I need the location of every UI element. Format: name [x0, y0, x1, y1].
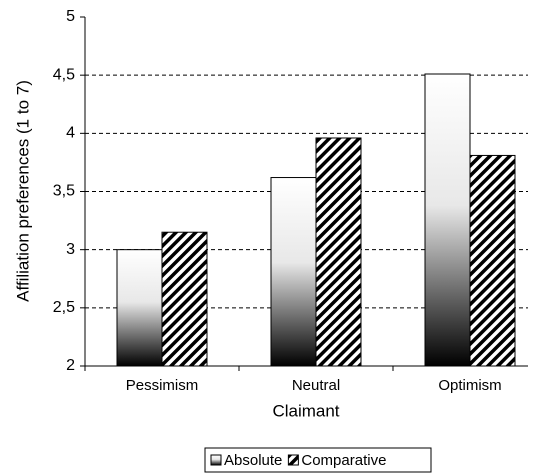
x-tick-label: Pessimism: [126, 377, 199, 394]
y-tick-label: 2,5: [53, 299, 75, 316]
y-tick-label: 4,5: [53, 66, 75, 83]
x-tick-label: Neutral: [292, 377, 340, 394]
legend-label: Comparative: [301, 452, 386, 469]
bar: [161, 231, 208, 367]
y-tick-label: 3,5: [53, 183, 75, 200]
legend-label: Absolute: [224, 452, 282, 469]
bar: [469, 154, 516, 367]
y-tick-label: 3: [66, 241, 75, 258]
x-axis-label: Claimant: [272, 401, 339, 420]
bar: [424, 73, 471, 367]
y-tick-label: 5: [66, 8, 75, 25]
legend-box: [204, 447, 432, 473]
legend-swatch: [210, 454, 222, 466]
bar: [270, 177, 317, 367]
bar: [116, 249, 163, 367]
legend-swatch: [287, 454, 299, 466]
y-tick-label: 2: [66, 357, 75, 374]
y-axis-label: Affiliation preferences (1 to 7): [13, 80, 32, 302]
y-tick-label: 4: [66, 125, 75, 142]
x-tick-label: Optimism: [438, 377, 501, 394]
bar: [315, 137, 362, 367]
